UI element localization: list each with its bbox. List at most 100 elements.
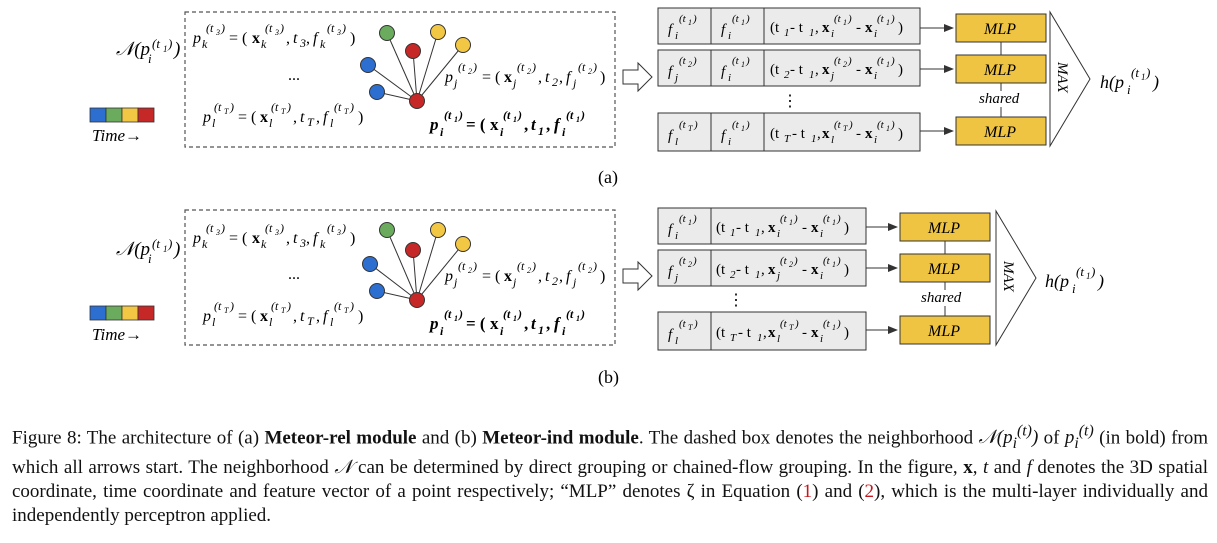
svg-text:k: k <box>202 237 208 251</box>
svg-text:,: , <box>524 115 528 134</box>
svg-text:1: 1 <box>741 18 745 27</box>
svg-text:(t: (t <box>770 126 780 142</box>
svg-text:2: 2 <box>588 266 592 275</box>
svg-text:i: i <box>874 134 877 146</box>
svg-text:i: i <box>728 72 731 84</box>
svg-text:k: k <box>261 237 267 251</box>
svg-text:t: t <box>293 30 298 47</box>
svg-text:,: , <box>293 109 297 126</box>
node-red-mid-a <box>405 43 421 59</box>
time-color-4 <box>137 107 155 123</box>
svg-text:): ) <box>472 259 477 273</box>
svg-text:): ) <box>745 55 750 67</box>
svg-text:): ) <box>531 259 536 273</box>
svg-text:2: 2 <box>688 60 692 69</box>
svg-text:): ) <box>745 119 750 131</box>
svg-text:(t: (t <box>877 55 885 67</box>
caption-math: f <box>1026 457 1032 479</box>
time-label-b: Time→ <box>92 325 142 344</box>
svg-text:(t: (t <box>206 221 214 235</box>
node-blue-1-a <box>360 57 376 73</box>
svg-text:T: T <box>784 133 791 145</box>
ellipsis-a: ... <box>288 67 300 84</box>
svg-text:f: f <box>323 109 330 126</box>
ellipsis-b: ... <box>288 266 300 283</box>
neighborhood-graph-b <box>362 222 471 308</box>
svg-text:l: l <box>831 134 834 146</box>
caption-text: Figure 8: The architecture of (a) <box>12 427 265 449</box>
mlp-block-b: MLP MLP shared MLP <box>899 212 991 345</box>
svg-text:f: f <box>668 22 674 38</box>
svg-text:1: 1 <box>755 227 761 239</box>
svg-text:x: x <box>822 20 830 36</box>
svg-text:T: T <box>789 323 794 332</box>
svg-text:j: j <box>673 272 678 284</box>
svg-text:(t: (t <box>679 119 687 131</box>
mlp-box-1-a <box>955 13 1047 43</box>
svg-text:T: T <box>224 107 229 116</box>
svg-text:= (: = ( <box>482 268 500 285</box>
svg-text:T: T <box>730 332 737 344</box>
svg-text:j: j <box>673 72 678 84</box>
svg-text:(t: (t <box>206 21 214 35</box>
svg-text:j: j <box>829 70 834 82</box>
svg-text:1: 1 <box>843 18 847 27</box>
svg-text:-: - <box>856 126 861 142</box>
svg-text:3: 3 <box>215 28 220 37</box>
svg-text:1: 1 <box>513 115 517 124</box>
svg-text:1: 1 <box>741 124 745 133</box>
svg-text:p: p <box>202 109 211 126</box>
svg-text:l: l <box>777 333 780 345</box>
svg-text:): ) <box>848 119 853 131</box>
svg-text:𝒩(p: 𝒩(p <box>116 239 150 260</box>
svg-text:l: l <box>330 116 334 130</box>
svg-text:2: 2 <box>552 274 558 288</box>
svg-text:(t: (t <box>444 307 452 321</box>
svg-text:,: , <box>286 30 290 47</box>
svg-text:= (: = ( <box>466 115 486 134</box>
svg-text:(t: (t <box>732 55 740 67</box>
equation-link-2[interactable]: 2 <box>864 481 875 503</box>
shared-label-b: shared <box>921 290 962 306</box>
mlp-arrows-a <box>920 24 954 135</box>
svg-text:): ) <box>349 299 354 313</box>
svg-text:k: k <box>320 37 326 51</box>
svg-text:p: p <box>444 268 453 285</box>
svg-text:T: T <box>843 124 848 133</box>
svg-text:x: x <box>811 220 819 236</box>
svg-text:(t: (t <box>679 213 687 225</box>
svg-text:T: T <box>224 306 229 315</box>
svg-text:): ) <box>341 21 346 35</box>
svg-text:(t: (t <box>327 221 335 235</box>
neighborhood-label-a: 𝒩(p i (t 1) ) <box>116 36 180 66</box>
svg-text:): ) <box>844 220 849 236</box>
svg-text:,: , <box>763 325 767 341</box>
svg-text:-: - <box>802 220 807 236</box>
svg-text:(t: (t <box>458 60 466 74</box>
svg-text:f: f <box>323 308 330 325</box>
caption-text: (in bold) from which all arrows start. T… <box>12 427 1209 479</box>
svg-text:): ) <box>836 213 841 225</box>
svg-text:f: f <box>668 64 674 80</box>
svg-text:i: i <box>820 333 823 345</box>
svg-text:- t: - t <box>790 20 804 36</box>
time-label: Time→ <box>92 126 142 145</box>
equation-link-1[interactable]: 1 <box>802 481 813 503</box>
svg-text:2: 2 <box>527 266 531 275</box>
vdots-a: ⋮ <box>782 93 798 110</box>
svg-text:i: i <box>440 324 444 338</box>
svg-text:): ) <box>600 268 605 285</box>
svg-text:): ) <box>472 60 477 74</box>
svg-text:(t: (t <box>823 255 831 267</box>
svg-text:(t: (t <box>679 255 687 267</box>
svg-text:): ) <box>341 221 346 235</box>
svg-text:f: f <box>721 22 727 38</box>
svg-text:i: i <box>500 125 504 139</box>
time-color-3 <box>121 107 139 123</box>
svg-text:): ) <box>890 55 895 67</box>
svg-text:): ) <box>692 13 697 25</box>
